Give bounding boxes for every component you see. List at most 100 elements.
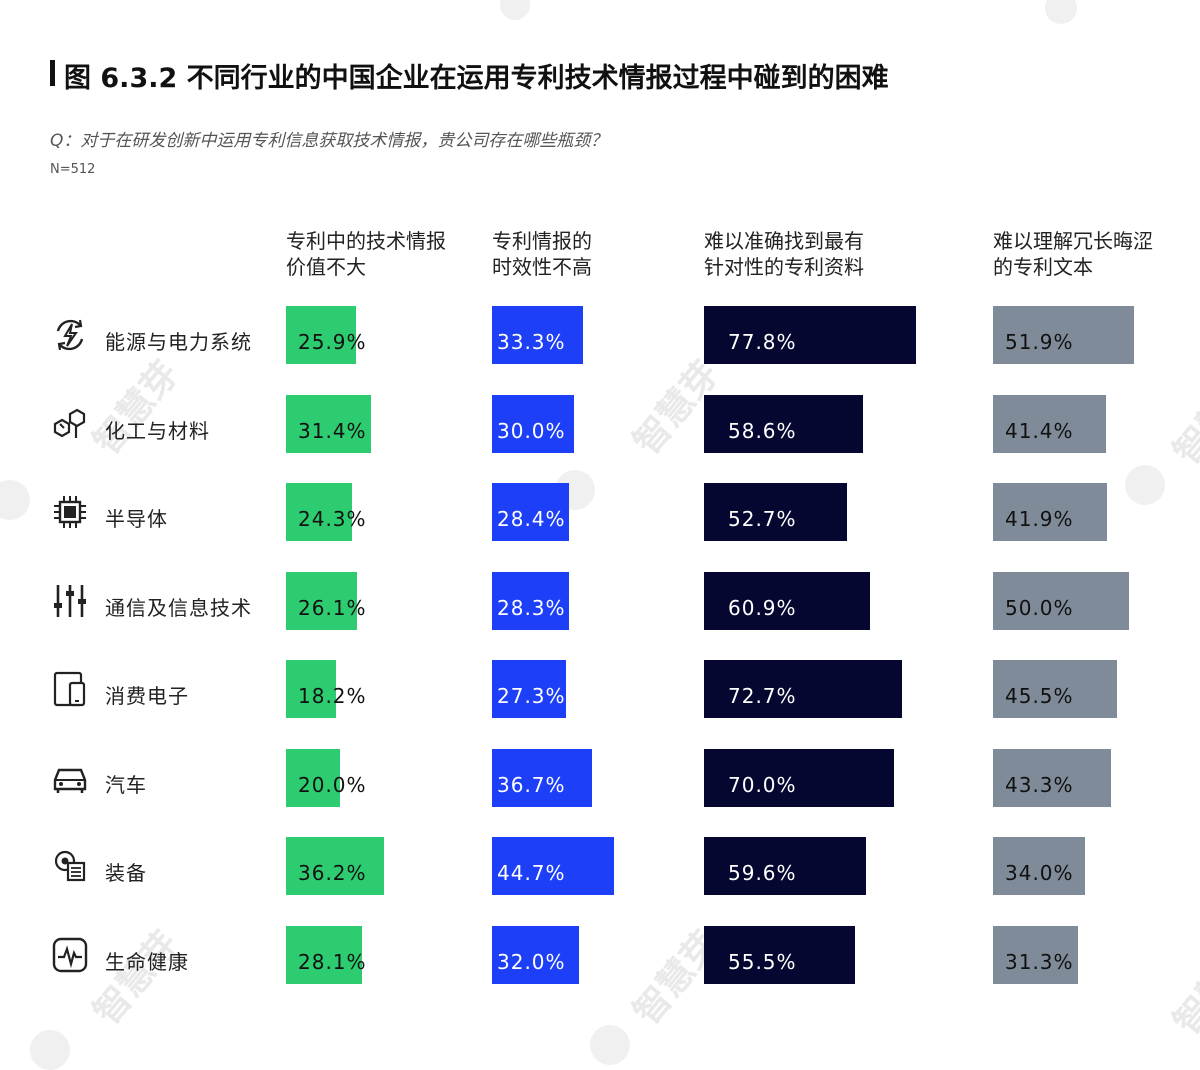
survey-question: Q：对于在研发创新中运用专利信息获取技术情报，贵公司存在哪些瓶颈？ [50, 131, 608, 151]
bar [286, 571, 357, 630]
bar [704, 394, 863, 453]
category-label: 能源与电力系统 [105, 330, 252, 354]
data-label: 31.4% [298, 418, 367, 443]
data-label: 36.7% [497, 772, 566, 797]
data-label: 70.0% [728, 772, 797, 797]
data-label: 77.8% [728, 330, 797, 354]
bar [492, 394, 574, 453]
data-label: 59.6% [728, 861, 797, 885]
watermark-text: 智慧芽 [86, 923, 188, 1033]
chemical-icon [50, 404, 90, 444]
column-header-line: 专利情报的 [492, 229, 592, 253]
data-label: 36.2% [298, 861, 367, 885]
column-header-line: 的专利文本 [993, 255, 1093, 279]
data-label: 52.7% [728, 507, 797, 531]
watermark-dot [0, 480, 30, 520]
data-label: 28.3% [497, 595, 566, 620]
data-label: 18.2% [298, 684, 367, 708]
bar [993, 660, 1117, 718]
bar [704, 748, 894, 807]
equipment-icon [50, 846, 90, 886]
data-label: 34.0% [1005, 861, 1074, 885]
bar [993, 925, 1078, 984]
category-label: 半导体 [105, 507, 168, 531]
data-label: 26.1% [298, 595, 367, 620]
data-label: 27.3% [497, 684, 566, 708]
bar [286, 748, 340, 807]
watermark-text: 智慧芽 [1166, 933, 1200, 1043]
data-label: 60.9% [728, 595, 797, 620]
column-header-line: 难以准确找到最有 [704, 229, 864, 253]
data-label: 41.9% [1005, 507, 1074, 531]
bar [492, 837, 614, 895]
bar [704, 660, 902, 718]
bar [286, 483, 352, 541]
chart-title: 图 6.3.2 不同行业的中国企业在运用专利技术情报过程中碰到的困难 [64, 63, 889, 94]
bar [704, 837, 866, 895]
data-label: 55.5% [728, 949, 797, 974]
data-label: 32.0% [497, 949, 566, 974]
watermark-text: 智慧芽 [1166, 363, 1200, 473]
column-header-line: 难以理解冗长晦涩 [993, 229, 1153, 253]
data-label: 45.5% [1005, 684, 1074, 708]
chip-icon [50, 492, 90, 532]
bar [993, 837, 1085, 895]
data-label: 50.0% [1005, 595, 1074, 620]
bar [492, 925, 579, 984]
health-icon [50, 935, 90, 975]
watermark-dot [590, 1025, 630, 1065]
watermark-dot [500, 0, 530, 20]
column-header: 专利情报的 时效性不高 [492, 228, 592, 280]
energy-icon [50, 315, 90, 355]
bar [492, 748, 592, 807]
bar [993, 483, 1107, 541]
column-header: 专利中的技术情报 价值不大 [286, 228, 446, 280]
data-label: 31.3% [1005, 949, 1074, 974]
bar [492, 571, 569, 630]
watermark-dot [30, 1030, 70, 1070]
bar [704, 925, 855, 984]
data-label: 44.7% [497, 861, 566, 885]
data-label: 30.0% [497, 418, 566, 443]
data-label: 43.3% [1005, 772, 1074, 797]
data-label: 28.1% [298, 949, 367, 974]
data-label: 51.9% [1005, 330, 1074, 354]
sliders-icon [50, 581, 90, 621]
data-label: 20.0% [298, 772, 367, 797]
bar [286, 306, 356, 364]
bar [492, 483, 569, 541]
bar [704, 483, 847, 541]
bar [993, 571, 1129, 630]
watermark-dot [1045, 0, 1077, 24]
bar [286, 925, 362, 984]
device-icon [50, 669, 90, 709]
watermark-text: 智慧芽 [86, 353, 188, 463]
data-label: 24.3% [298, 507, 367, 531]
bar [286, 394, 371, 453]
data-label: 25.9% [298, 330, 367, 354]
sample-size: N=512 [50, 162, 96, 177]
bar [704, 306, 916, 364]
column-header-line: 专利中的技术情报 [286, 229, 446, 253]
title-accent-bar [50, 60, 55, 86]
data-label: 41.4% [1005, 418, 1074, 443]
data-label: 72.7% [728, 684, 797, 708]
column-header-line: 价值不大 [286, 255, 366, 279]
data-label: 28.4% [497, 507, 566, 531]
column-header: 难以理解冗长晦涩 的专利文本 [993, 228, 1153, 280]
bar [993, 306, 1134, 364]
bar [286, 660, 336, 718]
bar [286, 837, 384, 895]
car-icon [50, 758, 90, 798]
bar [993, 748, 1111, 807]
bar [993, 394, 1106, 453]
category-label: 汽车 [105, 772, 147, 797]
data-label: 33.3% [497, 330, 566, 354]
category-label: 通信及信息技术 [105, 595, 252, 620]
column-header: 难以准确找到最有 针对性的专利资料 [704, 228, 864, 280]
bar [492, 306, 583, 364]
category-label: 生命健康 [105, 949, 189, 974]
watermark-dot [1125, 465, 1165, 505]
data-label: 58.6% [728, 418, 797, 443]
bar [492, 660, 566, 718]
